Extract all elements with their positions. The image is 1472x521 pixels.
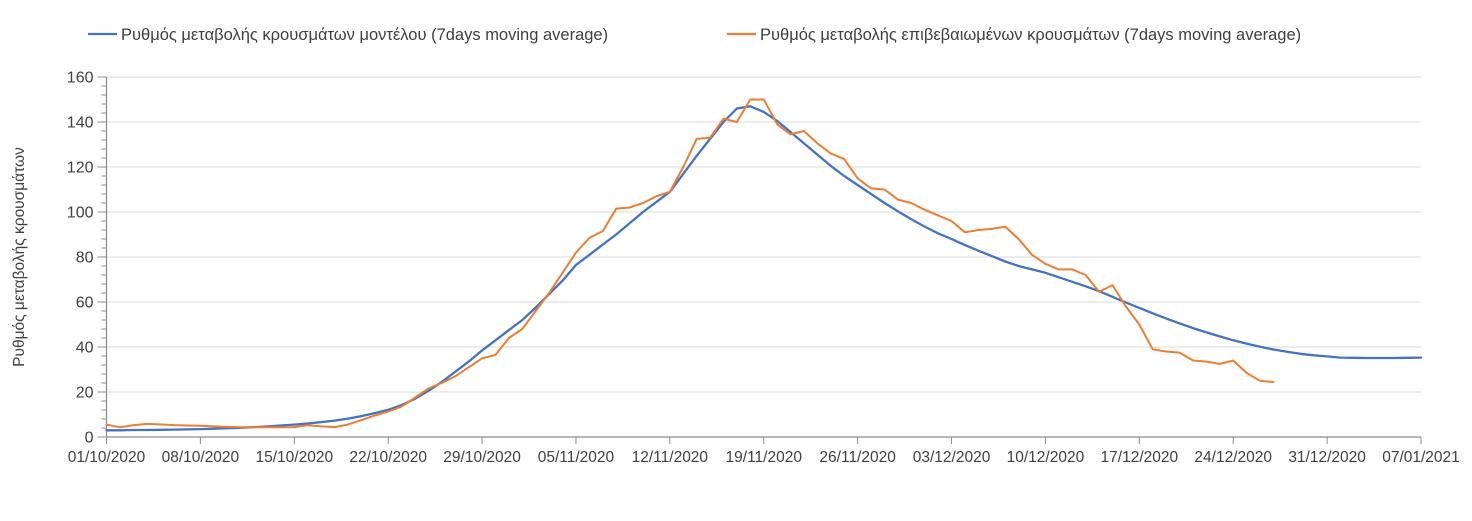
x-tick-label: 05/11/2020 [538,449,615,466]
gridlines [106,76,1421,393]
x-tick-label: 19/11/2020 [726,449,803,466]
x-tick-label: 07/01/2021 [1382,449,1460,466]
y-tick-label: 80 [76,250,94,267]
y-tick-label: 120 [67,160,94,177]
model-series-line [105,105,1423,432]
legend: Ρυθμός μεταβολής κρουσμάτων μοντέλου (7d… [88,26,1301,44]
x-tick-label: 17/12/2020 [1101,449,1179,466]
y-tick-label: 20 [76,385,94,402]
x-tick-label: 01/10/2020 [68,449,146,466]
y-tick-label: 40 [76,340,94,357]
x-tick-label: 08/10/2020 [162,449,240,466]
y-tick-label: 100 [67,205,94,222]
legend-label-confirmed: Ρυθμός μεταβολής επιβεβαιωμένων κρουσμάτ… [760,26,1301,44]
x-tick-label: 03/12/2020 [913,449,991,466]
x-tick-label: 26/11/2020 [819,449,896,466]
x-tick-label: 31/12/2020 [1288,449,1366,466]
y-tick-label: 160 [67,70,94,87]
x-tick-label: 24/12/2020 [1194,449,1272,466]
x-tick-label: 10/12/2020 [1007,449,1085,466]
x-tick-label: 22/10/2020 [349,449,427,466]
x-tick-label: 12/11/2020 [632,449,709,466]
axes [97,76,1422,444]
legend-label-model: Ρυθμός μεταβολής κρουσμάτων μοντέλου (7d… [121,26,608,44]
tick-labels: 0 20 40 60 80 100 120 140 160 01/10/2020 08/10/202… [67,70,1460,467]
x-tick-label: 29/10/2020 [443,449,521,466]
y-tick-label: 140 [67,115,94,132]
y-tick-label: 0 [85,430,94,447]
y-axis-title: Ρυθμός μεταβολής κρουσμάτων [11,147,28,367]
x-tick-label: 15/10/2020 [255,449,333,466]
series-lines [105,98,1423,432]
y-tick-label: 60 [76,295,94,312]
confirmed-series-line [105,98,1275,429]
